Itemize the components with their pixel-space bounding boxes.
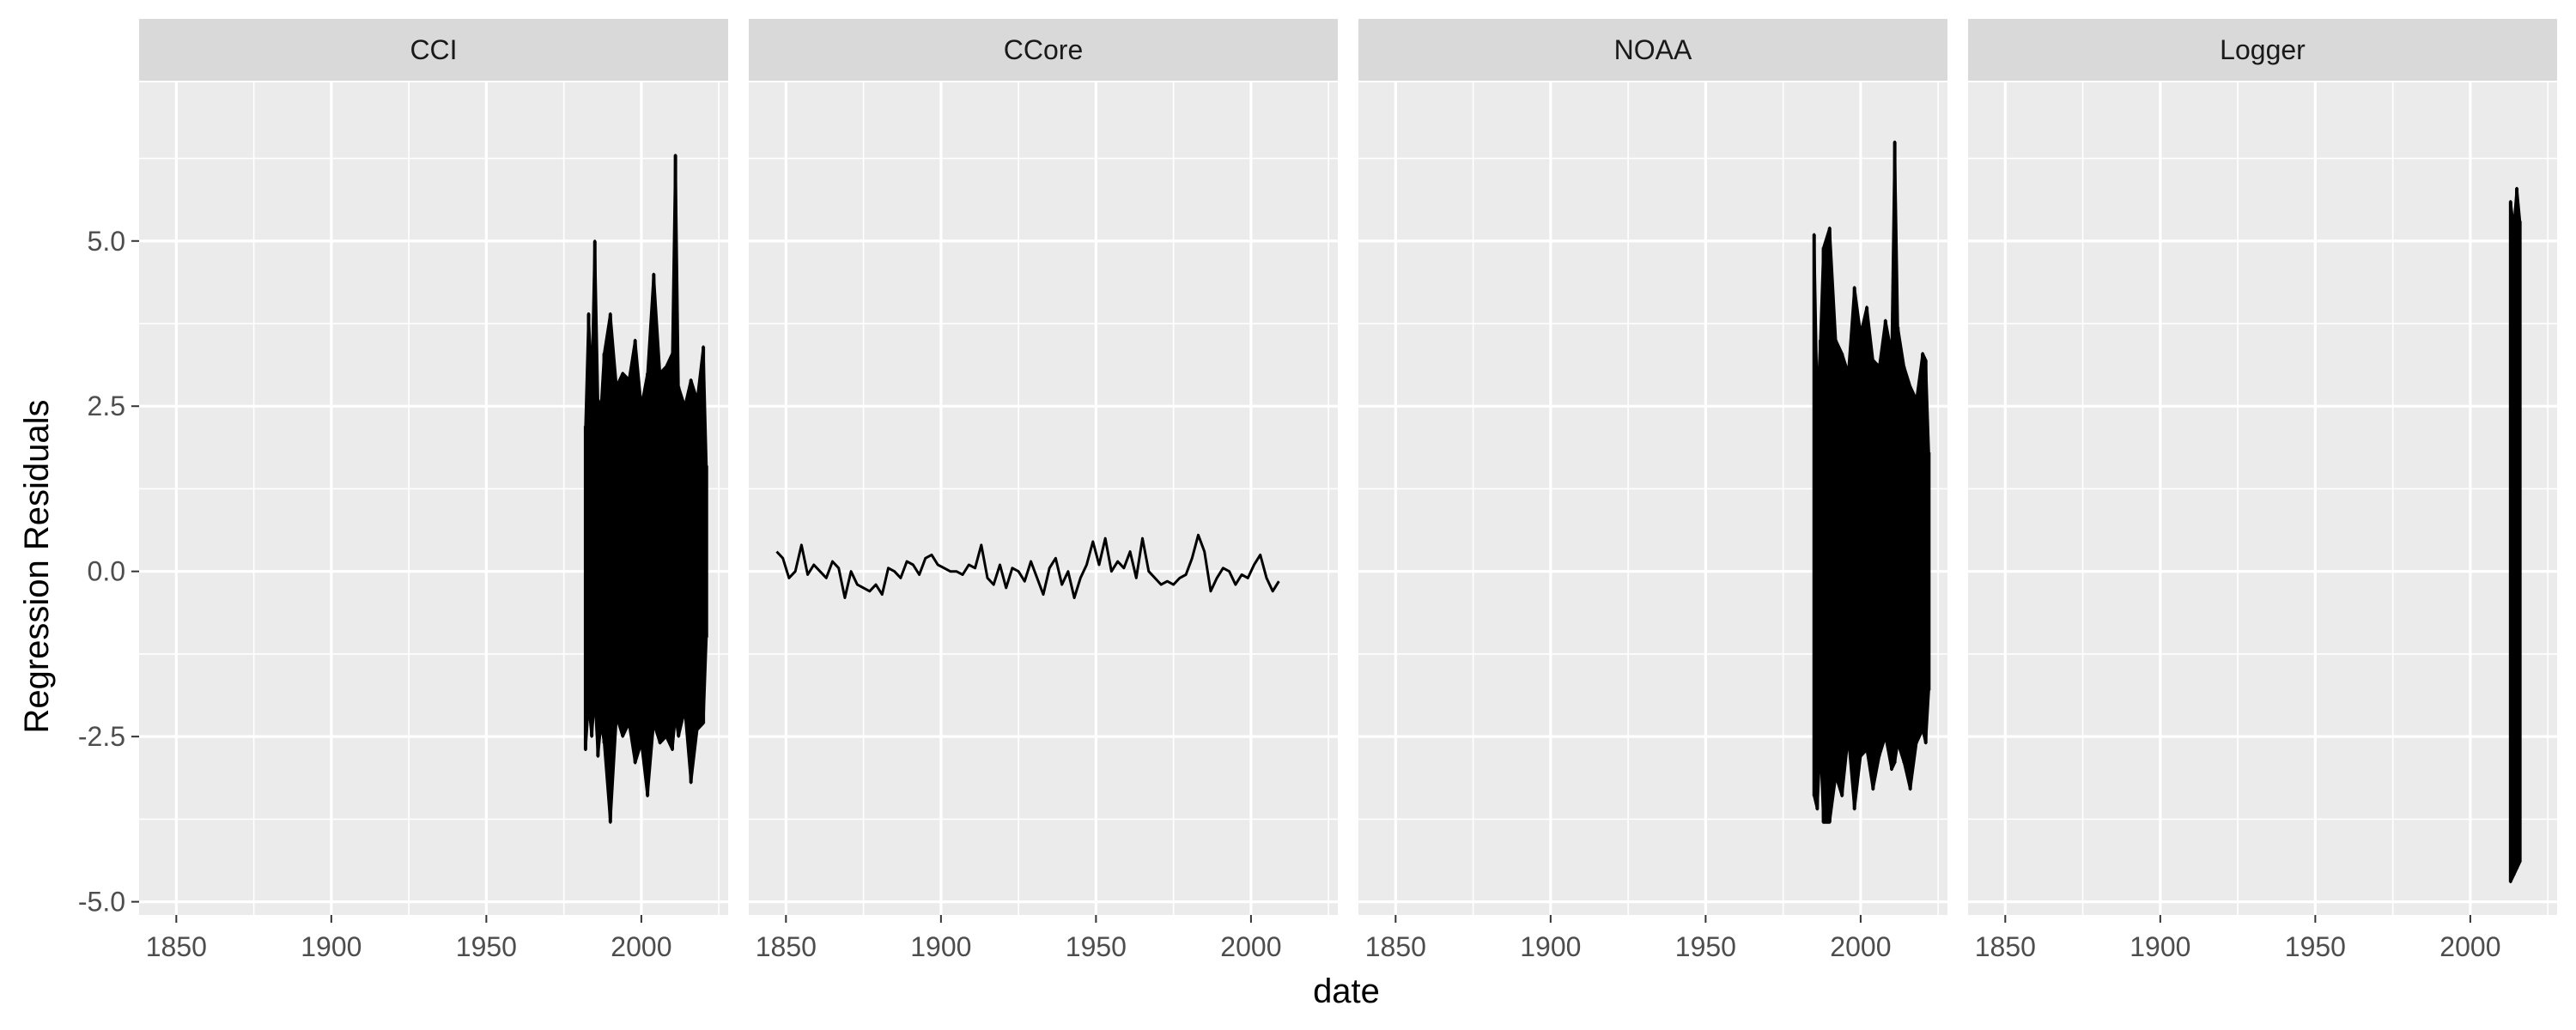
facet-strip — [1358, 19, 1947, 81]
x-axis-title: date — [1313, 972, 1380, 1010]
x-tick-label: 1900 — [1520, 931, 1581, 962]
facet-strip-label: CCI — [410, 34, 457, 65]
facet-panel-noaa: NOAA 1850 1900 1950 2000 — [1358, 19, 1947, 962]
y-tick-label: 5.0 — [88, 226, 125, 257]
x-tick-label: 1950 — [1675, 931, 1736, 962]
x-tick-label: 2000 — [1830, 931, 1891, 962]
facet-strip-label: Logger — [2220, 34, 2306, 65]
x-tick-label: 1850 — [1365, 931, 1426, 962]
y-tick-label: 0.0 — [88, 556, 125, 587]
facet-panels: CCI 1850 1900 1950 2000 CCore 1850 1900 1950 2000… — [139, 19, 2557, 962]
facet-panel-cci: CCI 1850 1900 1950 2000 — [139, 19, 728, 962]
x-tick-label: 1900 — [301, 931, 361, 962]
x-tick-label: 1900 — [2129, 931, 2190, 962]
x-tick-label: 1850 — [1975, 931, 2036, 962]
facet-strip — [749, 19, 1338, 81]
facet-strip — [1968, 19, 2557, 81]
x-tick-label: 2000 — [1220, 931, 1281, 962]
x-tick-label: 2000 — [611, 931, 671, 962]
y-axis: -5.0 -2.5 0.0 2.5 5.0 — [78, 226, 139, 918]
x-tick-label: 1950 — [2285, 931, 2346, 962]
x-tick-label: 1850 — [146, 931, 207, 962]
y-axis-title: Regression Residuals — [18, 399, 56, 733]
facet-strip — [139, 19, 728, 81]
y-tick-label: -2.5 — [78, 721, 125, 752]
x-tick-label: 1950 — [456, 931, 517, 962]
y-tick-label: 2.5 — [88, 391, 125, 421]
x-tick-label: 1850 — [756, 931, 817, 962]
facet-strip-label: NOAA — [1614, 34, 1692, 65]
x-tick-label: 1950 — [1066, 931, 1127, 962]
series-line — [775, 533, 1280, 599]
y-tick-label: -5.0 — [78, 887, 125, 918]
x-tick-label: 2000 — [2439, 931, 2500, 962]
facet-panel-logger: Logger 1850 1900 1950 2000 — [1968, 19, 2557, 962]
facet-panel-ccore: CCore 1850 1900 1950 2000 — [749, 19, 1338, 962]
panel-background — [749, 82, 1338, 915]
panel-background — [1968, 82, 2557, 915]
x-tick-label: 1900 — [910, 931, 971, 962]
facet-strip-label: CCore — [1004, 34, 1083, 65]
